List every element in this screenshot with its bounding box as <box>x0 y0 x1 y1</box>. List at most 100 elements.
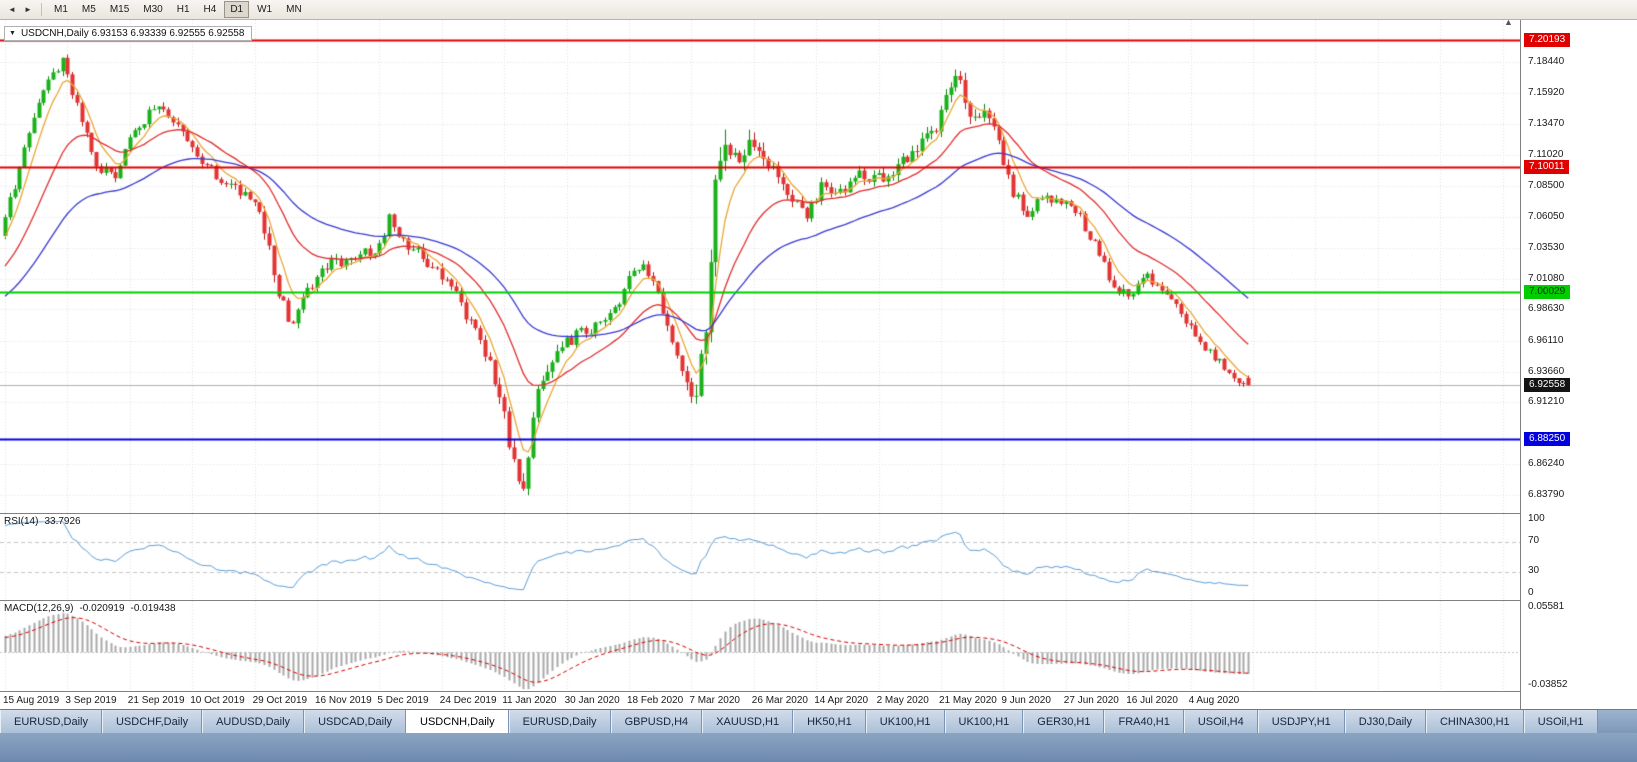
price-chart-canvas[interactable] <box>0 20 1520 513</box>
collapse-triangle-icon[interactable]: ▼ <box>9 30 16 37</box>
symbol-ohlc-label: USDCNH,Daily 6.93153 6.93339 6.92555 6.9… <box>20 28 245 39</box>
chart-tab-usdjpy-h1[interactable]: USDJPY,H1 <box>1257 710 1345 733</box>
date-label: 21 May 2020 <box>939 695 997 706</box>
timeframe-mn[interactable]: MN <box>286 4 302 15</box>
date-label: 14 Apr 2020 <box>814 695 869 706</box>
price-scale-label: 7.11020 <box>1528 149 1564 160</box>
date-label: 29 Oct 2019 <box>252 695 308 706</box>
price-scale-label: 6.86240 <box>1528 458 1565 469</box>
macd-name: MACD(12,26,9) <box>4 603 74 614</box>
price-scale-label: 7.13470 <box>1528 118 1565 129</box>
scroll-left-icon[interactable]: ◄ <box>8 5 16 14</box>
window-bottom-edge <box>0 733 1637 762</box>
price-scale-label: 7.15920 <box>1528 87 1565 98</box>
chart-tab-ger30-h1[interactable]: GER30,H1 <box>1023 710 1105 733</box>
chart-tab-usoil-h1[interactable]: USOil,H1 <box>1523 710 1598 733</box>
date-label: 27 Jun 2020 <box>1063 695 1119 706</box>
macd-value-signal: -0.019438 <box>130 603 176 614</box>
date-label: 26 Mar 2020 <box>751 695 808 706</box>
toolbar-nav-icons: ◄ ► <box>4 5 36 14</box>
date-label: 2 May 2020 <box>876 695 929 706</box>
date-label: 30 Jan 2020 <box>564 695 620 706</box>
macd-label: MACD(12,26,9) -0.020919 -0.019438 <box>4 603 176 614</box>
price-scale-label: 6.83790 <box>1528 489 1565 500</box>
rsi-canvas[interactable] <box>0 514 1520 600</box>
toolbar: ◄ ► M1 M5 M15 M30 H1 H4 D1 W1 MN <box>0 0 1637 20</box>
price-scale-label: 7.08500 <box>1528 180 1565 191</box>
macd-scale-label: 0.05581 <box>1528 601 1565 612</box>
rsi-scale-label: 30 <box>1528 565 1540 576</box>
timeframe-m30[interactable]: M30 <box>143 4 163 15</box>
price-panel: ▼ USDCNH,Daily 6.93153 6.93339 6.92555 6… <box>0 20 1520 513</box>
hline-price-badge: 7.20193 <box>1524 33 1571 47</box>
date-label: 15 Aug 2019 <box>3 695 60 706</box>
macd-value-main: -0.020919 <box>79 603 125 614</box>
timeframe-h1[interactable]: H1 <box>176 4 190 15</box>
timeframe-m15[interactable]: M15 <box>109 4 130 15</box>
chart-tab-gbpusd-h4[interactable]: GBPUSD,H4 <box>610 710 703 733</box>
price-scale-label: 6.96110 <box>1528 335 1564 346</box>
date-label: 16 Jul 2020 <box>1126 695 1178 706</box>
timeframe-h4[interactable]: H4 <box>203 4 217 15</box>
chart-tab-usdcad-daily[interactable]: USDCAD,Daily <box>304 710 407 733</box>
rsi-scale-label: 100 <box>1528 513 1545 524</box>
macd-scale-label: -0.03852 <box>1528 679 1568 690</box>
price-scale-label: 7.18440 <box>1528 56 1565 67</box>
date-label: 5 Dec 2019 <box>377 695 429 706</box>
chart-tab-usdchf-daily[interactable]: USDCHF,Daily <box>101 710 203 733</box>
chart-tab-xauusd-h1[interactable]: XAUUSD,H1 <box>702 710 794 733</box>
timeframe-m5[interactable]: M5 <box>81 4 96 15</box>
price-scale-label: 7.03530 <box>1528 242 1565 253</box>
chart-tab-usdcnh-daily[interactable]: USDCNH,Daily <box>406 710 509 733</box>
toolbar-separator <box>41 3 42 16</box>
date-label: 24 Dec 2019 <box>439 695 497 706</box>
chart-tabs-bar: EURUSD,Daily USDCHF,Daily AUDUSD,Daily USDC… <box>0 709 1637 733</box>
date-axis: 15 Aug 2019 3 Sep 2019 21 Sep 2019 10 Oct 2… <box>0 691 1520 709</box>
scroll-right-icon[interactable]: ► <box>24 5 32 14</box>
hline-price-badge: 7.10011 <box>1524 160 1570 174</box>
chart-tab-uk100-h1[interactable]: UK100,H1 <box>865 710 945 733</box>
date-label: 10 Oct 2019 <box>190 695 245 706</box>
chart-tab-fra40-h1[interactable]: FRA40,H1 <box>1104 710 1184 733</box>
price-scale: 7.18440 7.15920 7.13470 7.11020 7.08500 7.060… <box>1520 20 1637 709</box>
timeframe-m1[interactable]: M1 <box>54 4 68 15</box>
timeframe-buttons: M1 M5 M15 M30 H1 H4 D1 W1 MN <box>47 1 309 18</box>
date-label: 9 Jun 2020 <box>1001 695 1051 706</box>
chart-tab-eurusd-daily[interactable]: EURUSD,Daily <box>0 710 102 733</box>
date-label: 7 Mar 2020 <box>689 695 740 706</box>
rsi-panel: RSI(14) 33.7926 <box>0 513 1520 600</box>
rsi-scale-label: 0 <box>1528 587 1534 598</box>
scroll-up-icon[interactable]: ▲ <box>1504 20 1513 27</box>
price-scale-label: 7.01080 <box>1528 273 1565 284</box>
macd-panel: MACD(12,26,9) -0.020919 -0.019438 <box>0 600 1520 691</box>
chart-tab-uk100-h1[interactable]: UK100,H1 <box>944 710 1024 733</box>
date-label: 21 Sep 2019 <box>127 695 185 706</box>
chart-tab-usoil-h4[interactable]: USOil,H4 <box>1183 710 1258 733</box>
chart-window: ▼ USDCNH,Daily 6.93153 6.93339 6.92555 6… <box>0 20 1637 709</box>
date-label: 18 Feb 2020 <box>627 695 684 706</box>
hline-price-badge: 7.00029 <box>1524 285 1571 299</box>
rsi-label: RSI(14) 33.7926 <box>4 516 81 527</box>
symbol-box[interactable]: ▼ USDCNH,Daily 6.93153 6.93339 6.92555 6… <box>4 26 253 41</box>
macd-canvas[interactable] <box>0 601 1520 691</box>
date-label: 16 Nov 2019 <box>315 695 372 706</box>
rsi-name: RSI(14) <box>4 516 39 527</box>
timeframe-w1[interactable]: W1 <box>257 4 273 15</box>
chart-tab-dj30-daily[interactable]: DJ30,Daily <box>1344 710 1426 733</box>
price-scale-label: 6.93660 <box>1528 366 1565 377</box>
date-label: 3 Sep 2019 <box>65 695 117 706</box>
hline-price-badge: 6.88250 <box>1524 432 1571 446</box>
chart-tab-china300-h1[interactable]: CHINA300,H1 <box>1425 710 1524 733</box>
chart-tab-audusd-daily[interactable]: AUDUSD,Daily <box>202 710 305 733</box>
timeframe-d1[interactable]: D1 <box>224 1 250 18</box>
bid-price-badge: 6.92558 <box>1524 378 1571 392</box>
price-scale-label: 6.98630 <box>1528 303 1565 314</box>
chart-tab-eurusd-daily[interactable]: EURUSD,Daily <box>508 710 611 733</box>
price-scale-label: 7.06050 <box>1528 211 1565 222</box>
price-scale-label: 6.91210 <box>1528 396 1565 407</box>
date-label: 4 Aug 2020 <box>1188 695 1240 706</box>
chart-tab-hk50-h1[interactable]: HK50,H1 <box>793 710 866 733</box>
date-label: 11 Jan 2020 <box>502 695 557 706</box>
rsi-value: 33.7926 <box>44 516 81 527</box>
